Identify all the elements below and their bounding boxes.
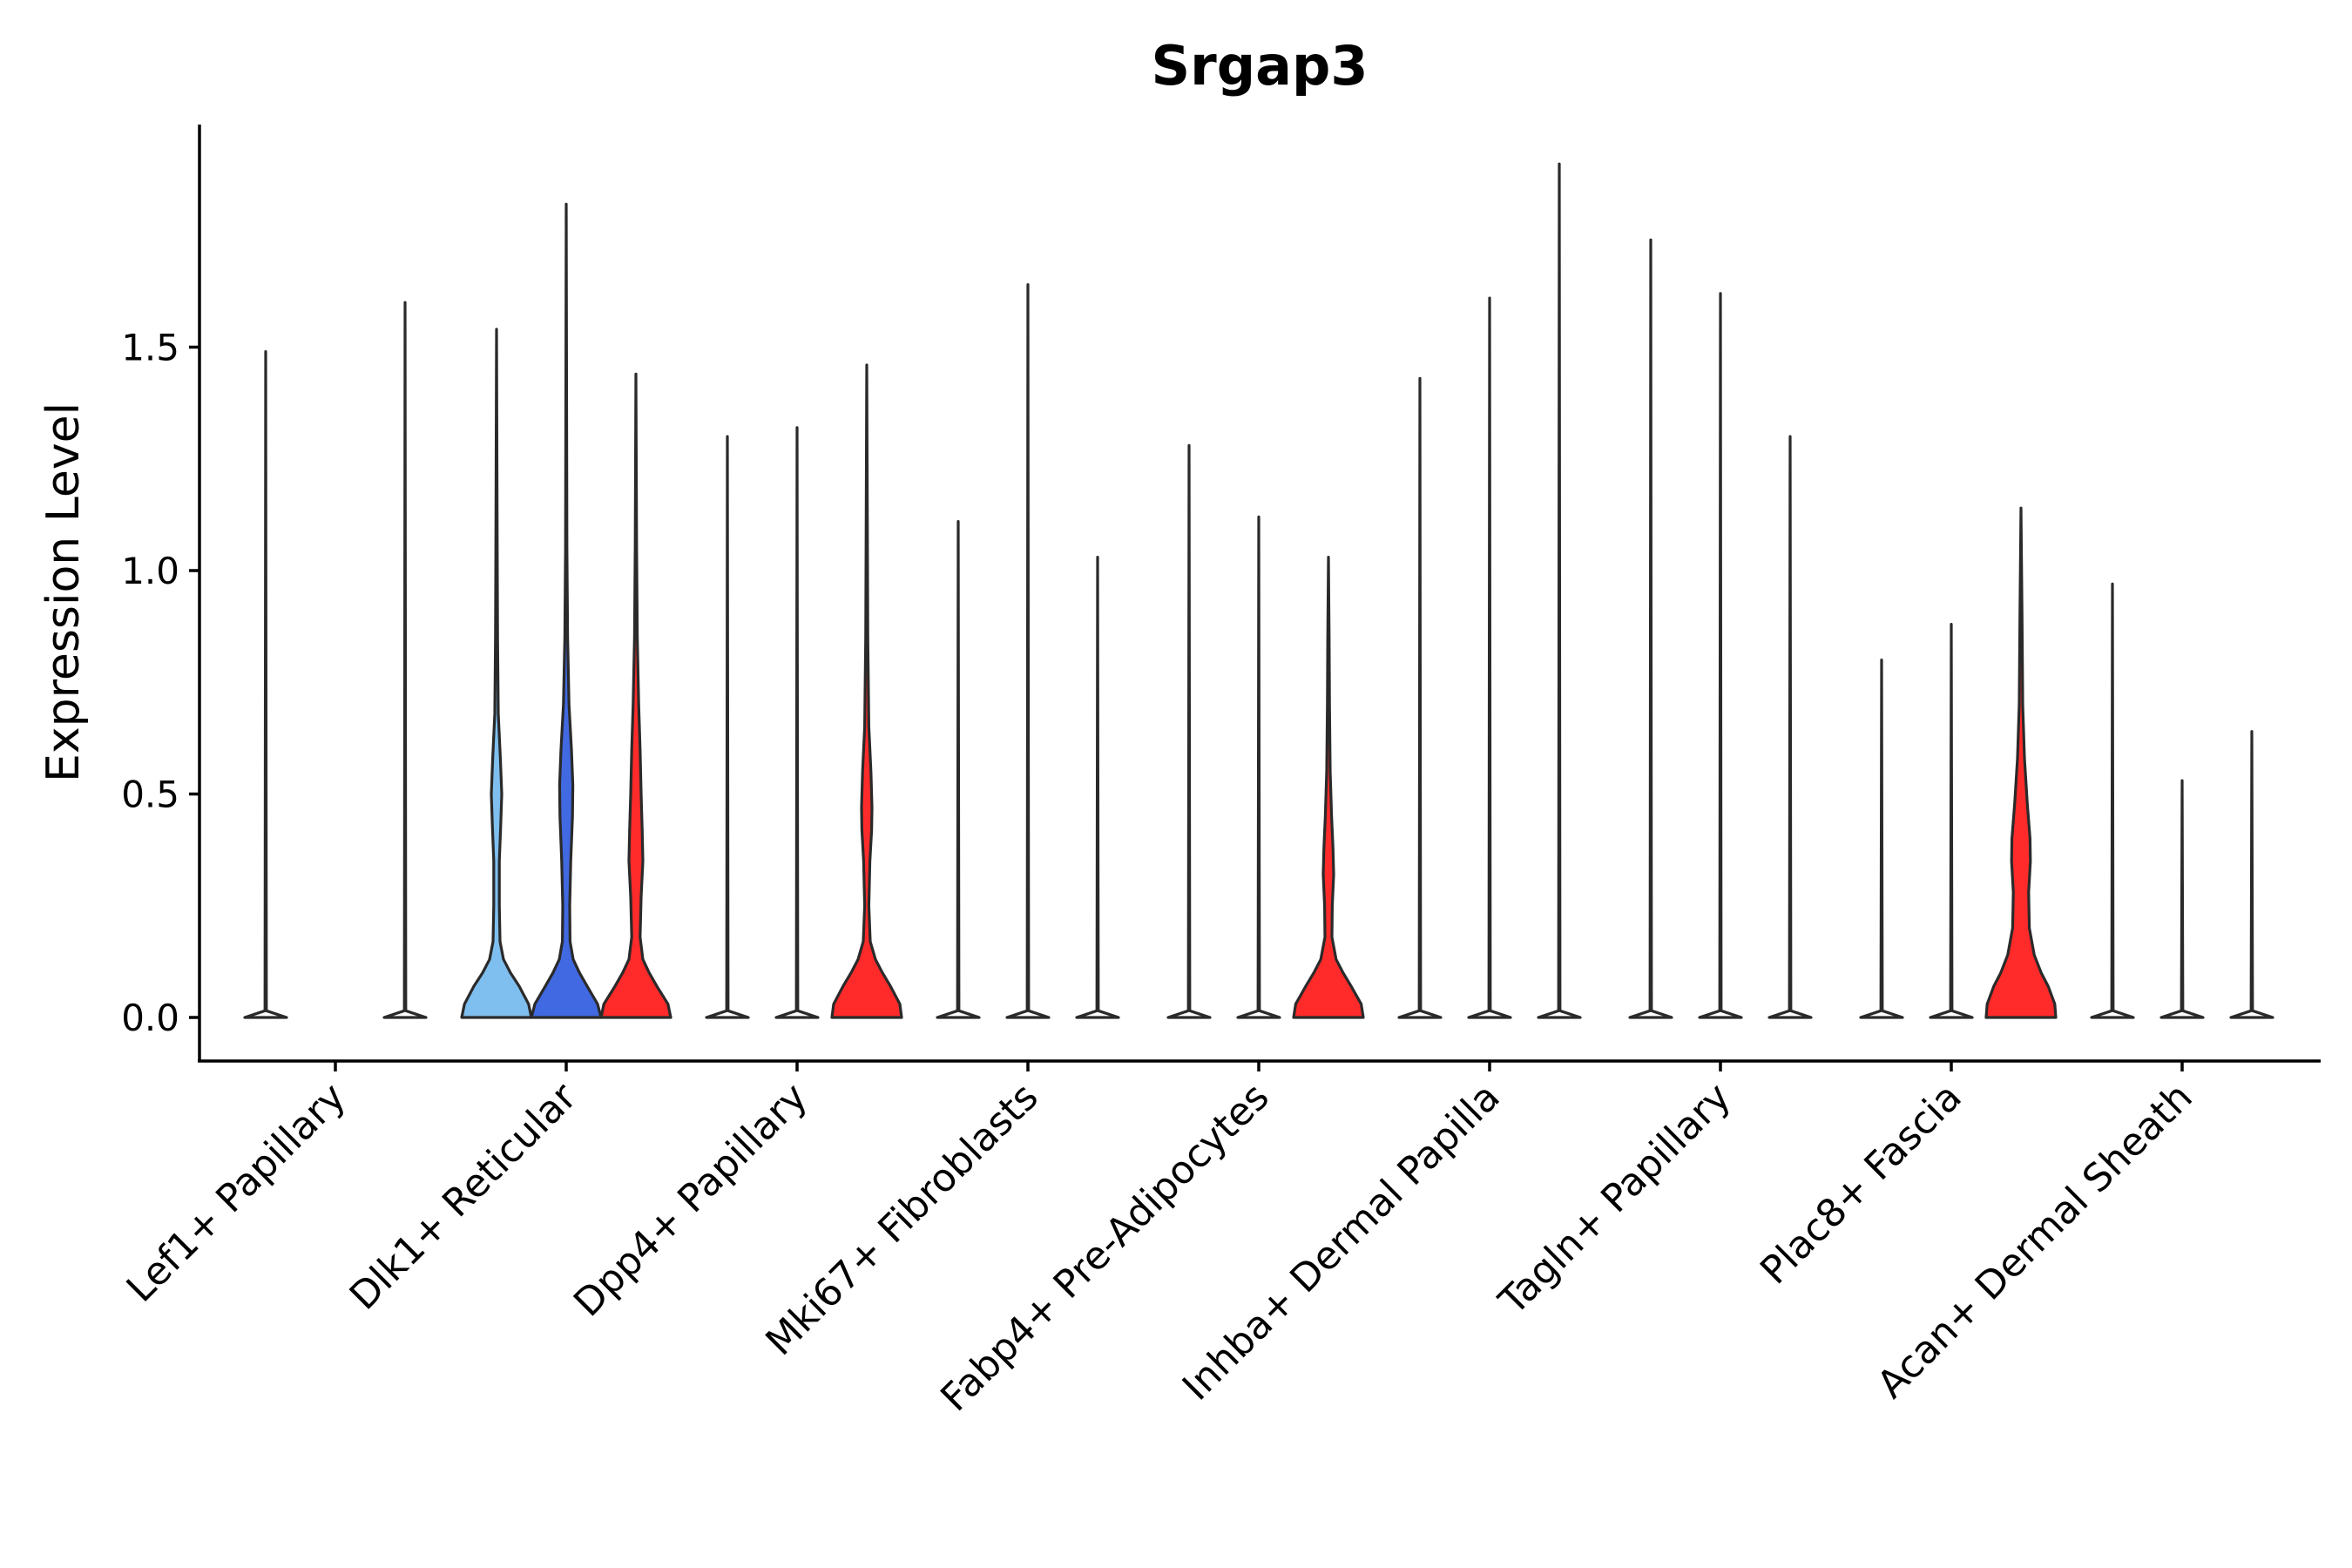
violin-7-3 bbox=[1767, 435, 1813, 1019]
y-tick-label: 1.5 bbox=[121, 327, 179, 369]
y-axis-label: Expression Level bbox=[37, 402, 90, 782]
y-tick-label: 0.5 bbox=[121, 774, 179, 816]
violin-4-2 bbox=[1005, 283, 1051, 1019]
violin-3-1 bbox=[705, 435, 750, 1019]
x-tick-label: Dpp4+ Papillary bbox=[565, 1075, 816, 1326]
violin-2-1 bbox=[460, 328, 533, 1019]
violin-2-2 bbox=[530, 202, 603, 1019]
violin-8-3 bbox=[1984, 506, 2058, 1019]
x-tick-label: Plac8+ Fascia bbox=[1752, 1075, 1970, 1294]
chart-title: Srgap3 bbox=[1152, 34, 1369, 98]
violin-1-1 bbox=[243, 350, 288, 1019]
violin-6-1 bbox=[1397, 376, 1443, 1019]
violin-4-3 bbox=[1075, 556, 1120, 1019]
violin-9-3 bbox=[2229, 730, 2274, 1019]
y-tick-label: 1.0 bbox=[121, 550, 179, 592]
violin-4-1 bbox=[936, 520, 981, 1019]
violin-layer bbox=[243, 162, 2274, 1019]
violin-7-2 bbox=[1698, 292, 1743, 1019]
violin-5-3 bbox=[1292, 556, 1365, 1019]
violin-5-1 bbox=[1166, 443, 1212, 1019]
violin-5-2 bbox=[1236, 515, 1281, 1019]
y-tick-label: 0.0 bbox=[121, 997, 179, 1039]
violin-3-2 bbox=[774, 426, 820, 1019]
violin-9-2 bbox=[2159, 779, 2205, 1019]
violin-1-3 bbox=[382, 301, 428, 1019]
x-tick-label: Lef1+ Papillary bbox=[118, 1075, 355, 1311]
violin-3-3 bbox=[830, 363, 903, 1019]
y-axis-ticks: 0.0 0.5 1.0 1.5 bbox=[121, 327, 199, 1039]
violin-8-2 bbox=[1929, 623, 1974, 1019]
violin-6-3 bbox=[1537, 162, 1582, 1019]
violin-6-2 bbox=[1467, 296, 1512, 1019]
x-tick-label: Tagln+ Papillary bbox=[1490, 1075, 1740, 1324]
violin-7-1 bbox=[1628, 238, 1673, 1019]
violin-9-1 bbox=[2090, 582, 2135, 1019]
x-tick-label: Dlk1+ Reticular bbox=[341, 1074, 586, 1319]
violin-2-3 bbox=[599, 372, 672, 1019]
violin-8-1 bbox=[1859, 659, 1904, 1019]
